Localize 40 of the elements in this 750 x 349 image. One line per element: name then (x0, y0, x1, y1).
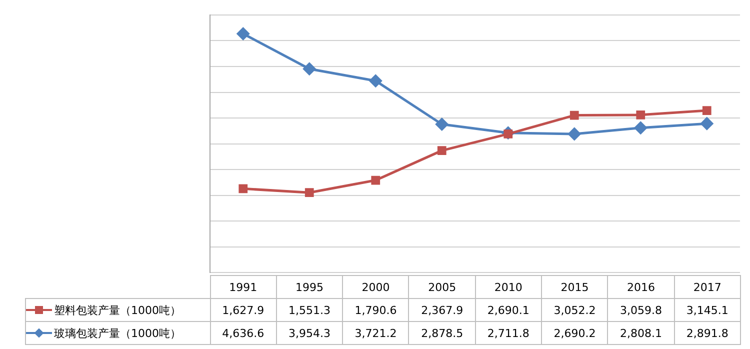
point (436, 118, 448, 131)
point (238, 184, 248, 194)
x-tick-label: 2000 (342, 276, 409, 298)
data-label: 3,145.1 (674, 298, 740, 322)
point (437, 146, 446, 155)
data-label: 2,878.5 (408, 322, 476, 344)
point (304, 188, 314, 198)
data-label: 3,954.3 (276, 322, 343, 344)
data-label: 2,367.9 (408, 298, 476, 322)
data-label: 2,891.8 (674, 322, 740, 344)
x-tick-label: 2015 (542, 276, 608, 298)
data-label: 2,690.2 (542, 322, 608, 344)
point (568, 128, 581, 140)
point (702, 106, 712, 115)
legend-label: 塑料包装产量（1000吨） (26, 298, 210, 322)
point (369, 74, 382, 88)
point (636, 110, 646, 120)
data-label: 1,790.6 (342, 298, 409, 322)
data-label: 3,059.8 (608, 298, 674, 322)
legend-label: 玻璃包装产量（1000吨） (26, 322, 210, 344)
point (303, 62, 316, 76)
point (371, 176, 380, 185)
x-tick-label: 2005 (408, 276, 476, 298)
x-tick-label: 2016 (608, 276, 674, 298)
data-label: 1,551.3 (276, 298, 343, 322)
data-label: 4,636.6 (210, 322, 276, 344)
point (700, 117, 714, 130)
point (236, 27, 250, 40)
x-tick-label: 2010 (475, 276, 542, 298)
point (570, 110, 579, 120)
data-label: 3,721.2 (342, 322, 409, 344)
data-label: 1,627.9 (210, 298, 276, 322)
x-tick-label: 1995 (276, 276, 343, 298)
data-label: 2,711.8 (475, 322, 542, 344)
point (634, 122, 647, 134)
data-label: 3,052.2 (542, 298, 608, 322)
data-label: 2,690.1 (475, 298, 542, 322)
x-tick-label: 2017 (674, 276, 740, 298)
data-label: 2,808.1 (608, 322, 674, 344)
x-tick-label: 1991 (210, 276, 276, 298)
